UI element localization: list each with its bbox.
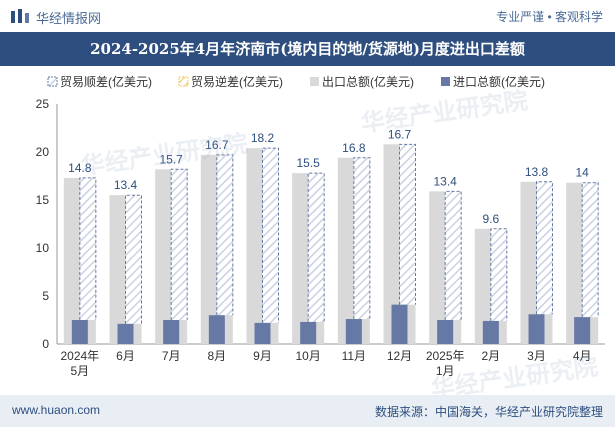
import-bar xyxy=(345,319,362,344)
tagline: 专业严谨 • 客观科学 xyxy=(496,10,603,24)
x-tick-label: 2025年 xyxy=(426,349,465,363)
surplus-outline xyxy=(79,177,97,320)
x-tick-label: 7月 xyxy=(162,349,181,363)
surplus-bar xyxy=(125,195,142,324)
surplus-data-label: 16.7 xyxy=(388,127,412,141)
legend-label-deficit: 贸易逆差(亿美元) xyxy=(191,74,283,89)
import-bar xyxy=(528,314,545,344)
legend-swatch-surplus xyxy=(47,76,58,87)
x-tick-label: 11月 xyxy=(342,349,366,363)
import-bar xyxy=(482,320,499,344)
surplus-data-label: 13.4 xyxy=(114,178,138,192)
chart-title: 2024-2025年4月年济南市(境内目的地/货源地)月度进出口差额 xyxy=(90,40,525,58)
surplus-outline xyxy=(399,143,416,305)
x-tick-label: 5月 xyxy=(70,364,89,378)
surplus-outline xyxy=(353,157,371,320)
y-tick-label: 15 xyxy=(36,193,50,207)
surplus-bar xyxy=(536,181,553,315)
x-tick-label: 3月 xyxy=(527,349,546,363)
x-tick-label: 9月 xyxy=(253,349,272,363)
chart-area: 贸易顺差(亿美元) 贸易逆差(亿美元) 出口总额(亿美元) 进口总额(亿美元) … xyxy=(36,74,605,378)
x-tick-label: 1月 xyxy=(436,364,455,378)
import-bar xyxy=(391,304,408,344)
surplus-outline xyxy=(536,181,553,315)
title-bar: 2024-2025年4月年济南市(境内目的地/货源地)月度进出口差额 xyxy=(0,32,615,66)
surplus-outline xyxy=(216,154,234,316)
x-tick-label: 10月 xyxy=(295,349,320,363)
surplus-outline xyxy=(581,182,599,318)
import-bar xyxy=(117,323,134,344)
surplus-bar xyxy=(490,228,507,321)
legend-swatch-deficit xyxy=(178,76,189,87)
surplus-data-label: 13.8 xyxy=(525,165,549,179)
import-bar xyxy=(300,321,317,344)
y-tick-label: 25 xyxy=(36,97,50,111)
x-tick-label: 8月 xyxy=(207,349,226,363)
import-bar xyxy=(208,315,225,344)
surplus-data-label: 18.2 xyxy=(251,131,275,145)
import-bar xyxy=(574,317,591,344)
surplus-data-label: 16.7 xyxy=(205,138,229,152)
surplus-outline xyxy=(307,172,325,322)
surplus-data-label: 9.6 xyxy=(482,212,499,226)
legend-label-export: 出口总额(亿美元) xyxy=(322,74,414,89)
x-tick-label: 12月 xyxy=(387,349,412,363)
surplus-data-label: 13.4 xyxy=(433,174,457,188)
import-bar xyxy=(254,322,271,344)
surplus-bar xyxy=(171,169,188,320)
surplus-outline xyxy=(125,194,142,324)
import-bar xyxy=(163,320,180,344)
legend-swatch-import xyxy=(441,77,450,86)
surplus-outline xyxy=(262,147,279,323)
x-tick-label: 6月 xyxy=(116,349,135,363)
import-bar xyxy=(437,320,454,344)
x-tick-label: 4月 xyxy=(573,349,592,363)
top-bar: 华经情报网 专业严谨 • 客观科学 xyxy=(0,0,615,32)
surplus-bar xyxy=(399,144,416,305)
surplus-outline xyxy=(444,190,462,320)
surplus-data-label: 14 xyxy=(575,166,589,180)
surplus-outline xyxy=(490,228,508,321)
y-tick-label: 5 xyxy=(42,289,49,303)
legend-label-import: 进口总额(亿美元) xyxy=(453,74,545,89)
surplus-data-label: 14.8 xyxy=(68,161,92,175)
y-tick-label: 10 xyxy=(36,241,50,255)
surplus-bar xyxy=(79,177,96,320)
legend: 贸易顺差(亿美元) 贸易逆差(亿美元) 出口总额(亿美元) 进口总额(亿美元) xyxy=(47,74,545,89)
x-tick-label: 2024年 xyxy=(60,349,99,363)
bars: 14.8 13.4 15.7 16.7 18.2 15.5 16.8 16.7 13.4 9.6 1… xyxy=(63,127,599,344)
surplus-data-label: 15.7 xyxy=(159,152,183,166)
y-tick-label: 0 xyxy=(42,337,49,351)
surplus-bar xyxy=(582,182,599,318)
import-bar xyxy=(71,320,88,344)
brand-name: 华经情报网 xyxy=(36,11,102,26)
brand-logo-icon xyxy=(11,9,29,23)
site-url[interactable]: www.huaon.com xyxy=(12,403,101,417)
surplus-bar xyxy=(262,148,279,323)
surplus-bar xyxy=(308,173,325,322)
surplus-bar xyxy=(353,157,370,320)
surplus-outline xyxy=(170,168,188,320)
y-axis-ticks: 0 5 10 15 20 25 xyxy=(36,97,50,351)
footer: www.huaon.com 数据来源：中国海关，华经产业研究院整理 xyxy=(0,395,615,427)
surplus-data-label: 15.5 xyxy=(296,156,320,170)
x-tick-label: 2月 xyxy=(481,349,500,363)
surplus-data-label: 16.8 xyxy=(342,141,366,155)
surplus-bar xyxy=(216,154,233,316)
data-source: 数据来源：中国海关，华经产业研究院整理 xyxy=(374,405,603,419)
y-tick-label: 20 xyxy=(36,145,50,159)
legend-swatch-export xyxy=(310,77,319,86)
legend-label-surplus: 贸易顺差(亿美元) xyxy=(60,74,152,89)
surplus-bar xyxy=(445,191,462,320)
